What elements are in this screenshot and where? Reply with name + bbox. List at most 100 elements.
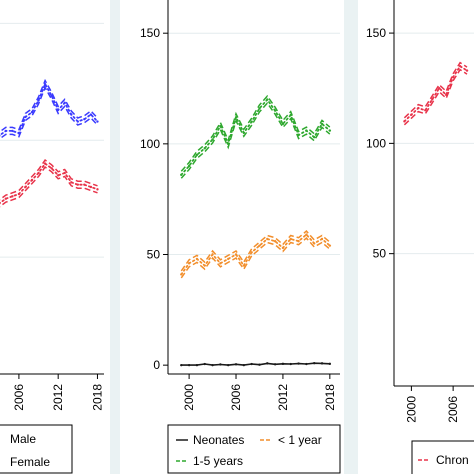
- data-point-1-year-2004: [219, 262, 222, 265]
- data-point-neonates-2006: [234, 363, 238, 366]
- data-point-chron-2007: [458, 64, 462, 68]
- data-point-1-5-years-2014: [297, 133, 300, 137]
- data-point-1-5-years-2003: [211, 138, 214, 141]
- x-tick-label-2018: 2018: [323, 384, 337, 411]
- panel-1-gridlines: [0, 22, 104, 258]
- data-point-1-year-2017: [320, 237, 324, 241]
- data-point-neonates-2013: [289, 362, 292, 366]
- data-point-chron-2008: [465, 69, 469, 72]
- panel-3-gridlines: [394, 32, 474, 255]
- data-point-1-year-2008: [250, 251, 253, 254]
- data-point-1-5-years-2001: [195, 153, 199, 157]
- data-point-1-year-2002: [203, 264, 206, 267]
- panel-2-y-ticks: 0 50 100 150: [140, 26, 168, 372]
- series-line-chron: [403, 64, 468, 123]
- series-lower-band-chron: [403, 68, 468, 126]
- data-point-neonates-2014: [297, 362, 300, 365]
- panel-3-y-ticks: 50 100 150: [366, 26, 394, 261]
- data-point-1-year-1999: [180, 273, 183, 276]
- data-point-male-2010: [43, 82, 47, 86]
- data-point-female-2008: [30, 178, 34, 182]
- y-tick-label-50: 50: [373, 247, 387, 261]
- data-point-neonates-2017: [320, 362, 324, 365]
- data-point-male-2018: [96, 120, 99, 123]
- data-point-chron-1999: [403, 120, 406, 123]
- x-tick-label-2006: 2006: [12, 384, 26, 411]
- data-point-female-2016: [83, 183, 86, 186]
- data-point-female-2015: [76, 183, 80, 186]
- data-point-1-5-years-2015: [305, 129, 308, 132]
- data-point-1-5-years-2007: [242, 131, 246, 134]
- data-point-neonates-2018: [328, 362, 332, 366]
- series-lower-band-male: [0, 85, 99, 140]
- data-point-neonates-2016: [313, 361, 316, 365]
- data-point-1-5-years-2012: [281, 122, 285, 126]
- data-point-1-year-2016: [313, 242, 316, 245]
- data-point-1-5-years-2011: [273, 109, 277, 112]
- series-line-1-5-years: [180, 98, 331, 176]
- data-point-1-5-years-2017: [320, 122, 324, 126]
- data-point-female-2010: [43, 162, 47, 165]
- data-point-female-2017: [89, 185, 93, 189]
- x-tick-label-2012: 2012: [276, 384, 290, 411]
- data-point-neonates-2010: [266, 362, 269, 365]
- series-upper-band-female: [0, 159, 98, 201]
- panel-3-legend: Chron: [411, 440, 474, 474]
- data-point-neonates-2015: [305, 362, 308, 366]
- panel-1-x-ticks: 2006 2012 2018: [12, 374, 104, 411]
- data-point-1-5-years-2018: [328, 129, 332, 132]
- data-point-neonates-2005: [227, 363, 230, 367]
- data-point-male-2004: [4, 129, 8, 133]
- legend-label-female: Female: [10, 455, 50, 469]
- data-point-1-year-2012: [281, 246, 285, 250]
- data-point-neonates-2009: [258, 363, 261, 366]
- data-point-neonates-2000: [187, 363, 191, 367]
- y-tick-label-150: 150: [366, 26, 386, 40]
- panel-gap-1: [110, 0, 120, 474]
- data-point-1-5-years-2013: [289, 113, 292, 117]
- data-point-1-5-years-2002: [203, 147, 206, 150]
- series-upper-band-chron: [403, 61, 468, 119]
- data-point-male-2008: [30, 111, 34, 114]
- x-tick-label-2000: 2000: [182, 384, 196, 411]
- data-point-neonates-2003: [211, 363, 214, 367]
- data-point-1-5-years-2000: [187, 164, 191, 168]
- data-point-female-2009: [37, 171, 40, 175]
- data-point-1-5-years-2009: [258, 107, 261, 110]
- data-point-1-5-years-2004: [219, 124, 222, 128]
- data-point-male-2016: [83, 118, 86, 121]
- data-point-male-2012: [56, 108, 60, 112]
- chart-panel-1: 2006 2012 2018 Male Female: [0, 22, 104, 474]
- data-point-neonates-2008: [250, 362, 253, 366]
- data-point-female-2006: [17, 192, 21, 196]
- series-lower-band-1-5-years: [180, 101, 331, 179]
- series-line-neonates: [181, 362, 330, 366]
- data-point-female-2011: [50, 167, 53, 170]
- data-point-1-year-2003: [211, 253, 214, 256]
- x-tick-label-2018: 2018: [90, 384, 104, 411]
- legend-label-1-5-years: 1-5 years: [193, 454, 243, 468]
- data-point-1-year-2005: [227, 257, 230, 261]
- data-point-neonates-2007: [242, 363, 246, 367]
- legend-label-under-1-year: < 1 year: [278, 433, 322, 447]
- data-point-1-5-years-2005: [227, 142, 230, 146]
- panel-1-background: [0, 0, 110, 474]
- legend-label-chron: Chron: [436, 453, 469, 467]
- data-point-chron-2002: [424, 109, 427, 112]
- data-point-1-year-2015: [305, 233, 308, 236]
- series-upper-band-male: [0, 78, 99, 133]
- data-point-1-year-2011: [273, 240, 277, 243]
- data-point-1-year-2009: [258, 244, 261, 247]
- data-point-1-5-years-2010: [266, 98, 269, 101]
- data-point-1-year-2001: [195, 257, 199, 261]
- data-point-male-2017: [89, 113, 93, 116]
- data-point-male-2009: [37, 99, 40, 102]
- data-point-1-year-2014: [297, 240, 300, 243]
- series-lower-band-1-year: [180, 237, 331, 279]
- data-point-female-2013: [63, 171, 66, 175]
- series-lower-band-female: [0, 166, 98, 208]
- data-point-neonates-1999: [180, 363, 183, 367]
- x-tick-label-2000: 2000: [404, 396, 418, 423]
- x-tick-label-2006: 2006: [446, 396, 460, 423]
